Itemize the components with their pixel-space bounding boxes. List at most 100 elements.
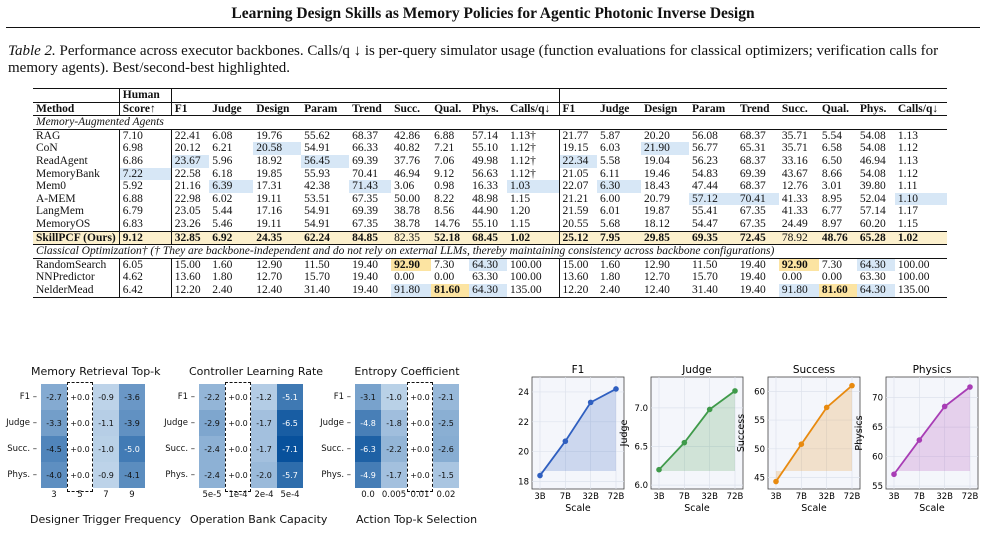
cell-a-1: 6.39 — [209, 180, 254, 193]
row-method: MemoryBank — [36, 167, 100, 180]
cell-b-2: 18.12 — [643, 217, 670, 230]
cell-b-3: 69.35 — [688, 230, 737, 246]
heatmap-row-label: Judge – — [320, 418, 351, 428]
cell-a-7: 55.10 — [472, 142, 498, 155]
y-tick-label: 18 — [518, 478, 529, 488]
cell-b-1: 7.95 — [597, 230, 641, 246]
y-tick-label: 6.5 — [634, 443, 648, 453]
x-tick-label: 7B — [560, 492, 571, 502]
heatmap-col-label: 0.02 — [436, 490, 456, 500]
heatmap-cell: +0.0 — [407, 462, 433, 488]
cell-a-3: 15.70 — [304, 271, 331, 284]
cell-b-0: 12.20 — [558, 283, 598, 298]
cell-a-3: 55.93 — [304, 167, 331, 180]
row-score: 6.05 — [118, 258, 172, 272]
cell-b-6: 5.54 — [821, 129, 842, 142]
section-memory-agents: Memory-Augmented Agents — [33, 115, 947, 130]
cell-b-2: 12.40 — [640, 283, 689, 298]
heatmap-col-label: 0.005 — [381, 490, 407, 500]
row-score: 6.88 — [118, 192, 172, 206]
cell-b-7: 46.94 — [859, 154, 886, 167]
col-header-a-2: Design — [253, 101, 302, 116]
cell-b-7: 39.80 — [859, 180, 886, 193]
y-tick-label: 65 — [872, 423, 883, 433]
cell-b-0: 21.59 — [558, 205, 598, 218]
heatmap-cell: -5.0 — [119, 436, 145, 462]
cell-b-0: 21.77 — [558, 129, 598, 143]
heatmap-cell: -2.6 — [433, 436, 459, 462]
row-method: CoN — [36, 142, 58, 155]
cell-b-5: 12.76 — [781, 180, 808, 193]
heatmap-row-label: F1 – — [19, 392, 37, 402]
cell-b-8: 1.15 — [897, 217, 918, 230]
cell-a-8: 1.12† — [510, 142, 536, 155]
col-header-a-3: Param — [301, 101, 350, 116]
cell-b-7: 64.30 — [856, 283, 895, 298]
table-row: CoN 6.98 20.12 6.21 20.58 54.91 66.33 40.82 7.21… — [33, 142, 947, 155]
heatmap-cell: -1.8 — [381, 410, 407, 436]
cell-b-4: 68.37 — [739, 154, 766, 167]
cell-a-3: 31.40 — [301, 283, 350, 298]
heatmap-cell: -2.1 — [433, 384, 459, 410]
row-score: 4.62 — [118, 271, 172, 284]
cell-a-5: 91.80 — [391, 283, 432, 298]
cell-b-3: 57.12 — [688, 192, 737, 206]
cell-b-3: 55.41 — [691, 205, 718, 218]
cell-a-5: 3.06 — [394, 180, 415, 193]
cell-a-4: 69.39 — [352, 205, 378, 218]
cell-b-1: 5.58 — [600, 154, 621, 167]
cell-b-8: 100.00 — [897, 271, 930, 284]
heatmap-grid: -2.2 +0.0 -1.2 -5.1 -2.9 +0.0 -1.7 -6.5 -2.4 +0.0… — [199, 384, 303, 488]
cell-a-2: 12.70 — [256, 271, 283, 284]
cell-a-2: 18.92 — [256, 154, 283, 167]
table-row: MemoryOS 6.83 23.26 5.46 19.11 54.91 67.35 38.7… — [33, 217, 947, 232]
cell-a-8: 135.00 — [507, 283, 560, 298]
row-score: 7.22 — [118, 167, 172, 181]
row-method: ReadAgent — [36, 154, 88, 167]
cell-b-7: 64.30 — [856, 258, 895, 272]
results-table: Human Method Score↑ F1 Judge Design Param Tren… — [33, 88, 947, 298]
x-tick-label: 32B — [582, 492, 599, 502]
heatmap-row-label: F1 – — [333, 392, 351, 402]
heatmap-col-label: 5e-4 — [280, 490, 300, 500]
heatmap-grid: -2.7 +0.0 -0.9 -3.6 -3.3 +0.0 -1.1 -3.9 -4.5 +0.0… — [41, 384, 145, 488]
cell-a-8: 1.12† — [510, 167, 536, 180]
row-method: RandomSearch — [36, 258, 107, 271]
heatmap-cell: -2.2 — [199, 384, 225, 410]
heatmap-cell: -1.7 — [251, 436, 277, 462]
cell-a-3: 56.45 — [301, 154, 350, 168]
cell-b-2: 20.79 — [643, 192, 670, 205]
heatmap-col-label: 9 — [129, 490, 135, 500]
cell-a-6: 7.06 — [434, 154, 455, 167]
heatmap-cell: +0.0 — [225, 462, 251, 488]
series-area — [776, 385, 852, 482]
cell-b-3: 54.47 — [691, 217, 718, 230]
col-header-b-0: F1 — [558, 101, 598, 116]
heatmap-cell: -6.3 — [355, 436, 381, 462]
cell-b-5: 41.33 — [781, 192, 808, 205]
row-score: 6.42 — [118, 283, 172, 298]
col-header-method: Method — [33, 101, 120, 116]
y-tick-label: 24 — [518, 388, 529, 398]
table-row: Mem0 5.92 21.16 6.39 17.31 42.38 71.43 3.06 0.98… — [33, 180, 947, 193]
cell-b-6: 6.50 — [821, 154, 842, 167]
heatmap-col-label: 1e-4 — [228, 490, 248, 500]
cell-a-6: 6.88 — [434, 129, 455, 142]
data-point — [967, 384, 973, 390]
heatmap-row-label: Phys. – — [321, 470, 351, 480]
heatmap-cell: -4.0 — [41, 462, 67, 488]
cell-b-5: 41.33 — [781, 205, 808, 218]
cell-b-0: 25.12 — [558, 230, 598, 246]
cell-b-4: 68.37 — [739, 129, 766, 142]
y-axis-label: Physics — [854, 415, 865, 450]
cell-a-8: 1.12† — [510, 154, 536, 167]
cell-a-2: 12.40 — [253, 283, 302, 298]
y-tick-label: 60 — [872, 453, 883, 463]
cell-b-7: 52.04 — [859, 192, 886, 205]
plot-area — [885, 376, 979, 490]
x-tick-label: 32B — [936, 492, 953, 502]
cell-a-4: 66.33 — [352, 142, 378, 155]
cell-a-7: 16.33 — [472, 180, 498, 193]
cell-a-4: 71.43 — [349, 180, 392, 193]
cell-b-3: 54.83 — [691, 167, 718, 180]
